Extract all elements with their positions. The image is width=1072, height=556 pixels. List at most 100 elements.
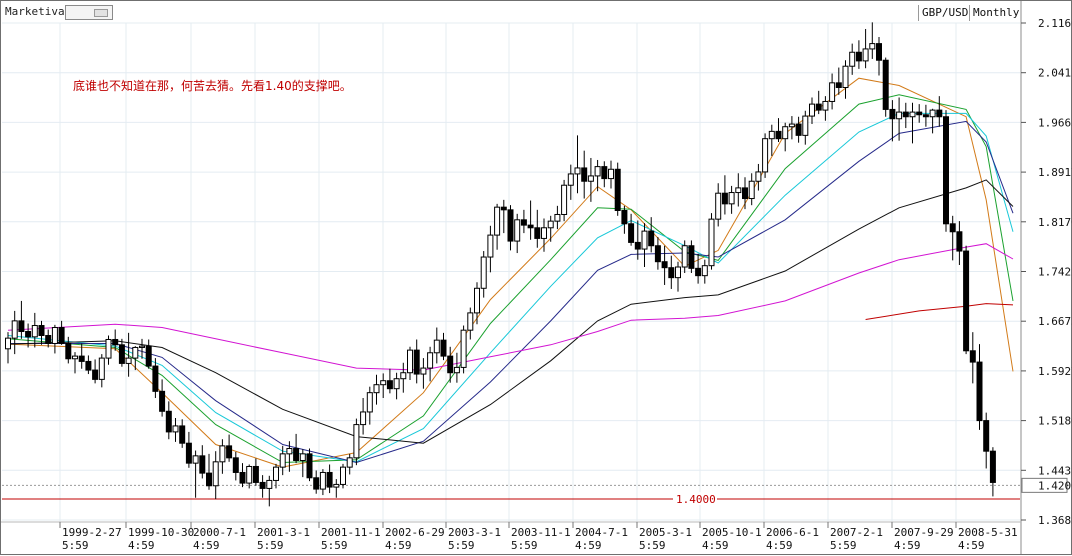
- candle-body: [192, 455, 199, 464]
- support-label: 1.4000: [676, 493, 716, 506]
- candle-body: [601, 166, 608, 180]
- candle-body: [561, 184, 568, 215]
- candle-body: [768, 130, 775, 140]
- candle-body: [541, 227, 547, 239]
- x-tick-label-date: 2003-11-1: [511, 526, 571, 539]
- candle-body: [420, 367, 427, 375]
- candle: [567, 164, 574, 200]
- candle-body: [534, 227, 541, 239]
- candle: [742, 177, 748, 210]
- candle: [92, 359, 99, 384]
- candle: [882, 57, 889, 117]
- candle-body: [936, 109, 943, 118]
- y-tick-label: 1.3685: [1038, 514, 1072, 527]
- candle: [239, 463, 246, 488]
- candle: [353, 418, 360, 466]
- candle-body: [11, 320, 18, 339]
- candle: [748, 173, 755, 206]
- candle-body: [862, 48, 869, 62]
- current-price-label: 1.4206: [1038, 479, 1072, 492]
- candle-body: [922, 114, 929, 118]
- candle: [340, 463, 346, 489]
- candle: [58, 320, 65, 345]
- candle-body: [661, 261, 668, 269]
- candle-body: [165, 410, 172, 433]
- candle-body: [695, 267, 702, 277]
- candle: [507, 205, 514, 251]
- candle-body: [621, 209, 628, 225]
- candle-body: [85, 360, 92, 371]
- candle: [909, 102, 916, 144]
- candle: [527, 200, 534, 240]
- candle-body: [594, 166, 601, 177]
- timeframe-label[interactable]: Monthly: [969, 5, 1022, 21]
- candle-body: [688, 245, 695, 269]
- candle: [922, 104, 929, 127]
- candle: [179, 419, 186, 448]
- x-tick-label-time: 5:59: [321, 539, 348, 552]
- candle-body: [38, 325, 45, 336]
- candle: [628, 213, 635, 246]
- candle-body: [829, 82, 836, 102]
- candle: [246, 464, 253, 489]
- candle: [172, 417, 179, 442]
- candle: [681, 240, 688, 273]
- candle-body: [855, 51, 862, 62]
- candle: [145, 339, 152, 369]
- candle: [701, 259, 708, 284]
- candle: [735, 173, 742, 207]
- symbol-label[interactable]: GBP/USD: [918, 5, 971, 21]
- candle: [85, 355, 92, 375]
- candle: [983, 412, 990, 469]
- candle: [132, 346, 139, 371]
- candle: [299, 449, 306, 478]
- candle-body: [896, 111, 903, 120]
- moving-average-line: [7, 243, 1014, 371]
- candle-body: [742, 187, 748, 200]
- candle-body: [72, 355, 78, 360]
- candle: [802, 110, 809, 145]
- candle: [386, 368, 393, 394]
- grid-lines: [2, 22, 1020, 522]
- candle: [815, 90, 822, 115]
- candle: [916, 104, 923, 123]
- candle: [721, 175, 728, 215]
- candle-body: [782, 126, 789, 140]
- candle: [949, 215, 956, 261]
- candle: [18, 300, 25, 339]
- y-tick-label: 1.5927: [1038, 365, 1072, 378]
- candle: [453, 352, 460, 383]
- candle-body: [112, 338, 119, 346]
- candle: [728, 185, 735, 214]
- candle-body: [735, 187, 742, 194]
- candle-body: [319, 471, 326, 490]
- candle-body: [835, 82, 842, 88]
- x-tick-label-time: 4:59: [894, 539, 921, 552]
- candle: [795, 116, 802, 143]
- candle-body: [500, 206, 507, 211]
- candle-body: [487, 234, 494, 258]
- candle-body: [701, 265, 708, 277]
- candle: [989, 447, 996, 497]
- y-tick-label: 1.8917: [1038, 166, 1072, 179]
- candle-body: [58, 327, 65, 344]
- x-tick-label-date: 2008-5-31: [958, 526, 1018, 539]
- candle-body: [159, 390, 166, 412]
- candle-body: [206, 472, 212, 487]
- candle: [782, 122, 789, 152]
- candle: [869, 22, 876, 59]
- candle-body: [353, 424, 360, 459]
- candle-body: [728, 192, 735, 205]
- toolbar-toggle[interactable]: [65, 5, 113, 20]
- candle: [474, 282, 480, 325]
- candle: [360, 397, 367, 435]
- candle-body: [219, 445, 226, 463]
- y-tick-label: 2.1160: [1038, 17, 1072, 30]
- candle: [614, 162, 621, 216]
- candle-body: [259, 481, 266, 489]
- candle-body: [587, 175, 594, 182]
- candle: [273, 463, 279, 489]
- candle-body: [279, 453, 286, 468]
